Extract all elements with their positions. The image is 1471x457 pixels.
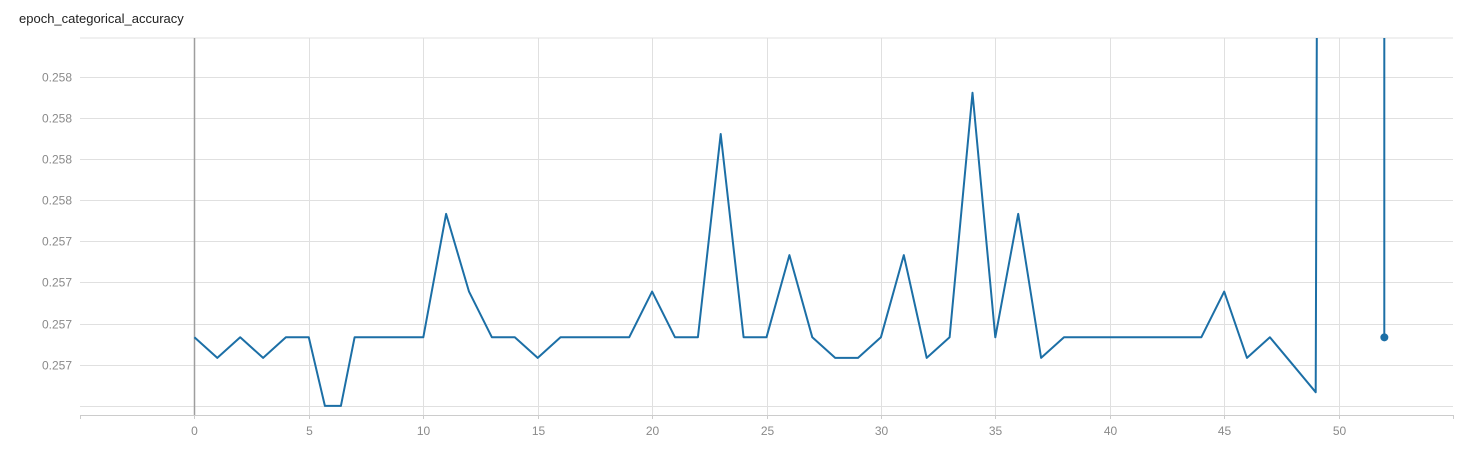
- x-tick-label: 50: [1333, 424, 1347, 438]
- line-chart[interactable]: 0.257 0.257 0.257 0.257 0.258 0.258 0.258 0.258…: [0, 0, 1471, 440]
- x-tick-label: 10: [417, 424, 431, 438]
- y-tick-label: 0.257: [42, 359, 72, 373]
- x-tick-label: 5: [306, 424, 313, 438]
- x-tick-label: 45: [1218, 424, 1232, 438]
- axes: [80, 38, 1454, 419]
- x-tick-label: 30: [875, 424, 889, 438]
- series-line-0: [193, 37, 1318, 407]
- x-tick-label: 40: [1104, 424, 1118, 438]
- y-tick-label: 0.257: [42, 235, 72, 249]
- chart-title: epoch_categorical_accuracy: [19, 11, 184, 26]
- y-tick-label: 0.258: [42, 194, 72, 208]
- y-tick-label: 0.258: [42, 71, 72, 85]
- series-layer: [193, 37, 1389, 407]
- x-tick-label: 20: [646, 424, 660, 438]
- y-tick-label: 0.257: [42, 318, 72, 332]
- y-tick-label: 0.257: [42, 276, 72, 290]
- x-tick-label: 15: [532, 424, 546, 438]
- x-tick-label: 35: [989, 424, 1003, 438]
- series-end-point: [1380, 333, 1389, 342]
- x-tick-label: 0: [191, 424, 198, 438]
- tick-labels: 0.257 0.257 0.257 0.257 0.258 0.258 0.258 0.258…: [42, 71, 1347, 439]
- y-tick-label: 0.258: [42, 153, 72, 167]
- y-tick-label: 0.258: [42, 112, 72, 126]
- x-tick-label: 25: [761, 424, 775, 438]
